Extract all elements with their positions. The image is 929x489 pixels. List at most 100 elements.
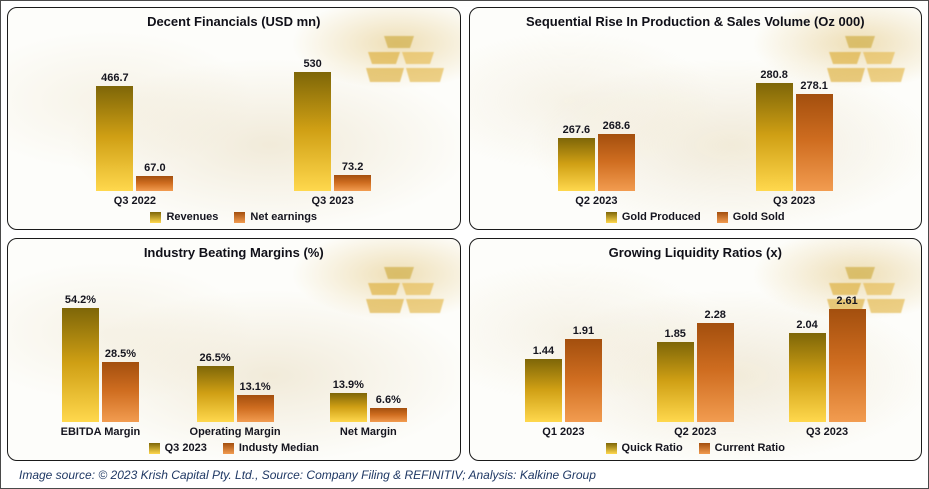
category-label: Q3 2023 — [773, 195, 816, 207]
bar-value-label: 466.7 — [101, 72, 129, 84]
bar-value-label: 73.2 — [341, 160, 364, 173]
chart-title: Sequential Rise In Production & Sales Vo… — [525, 14, 865, 29]
bar-pair: 54.2% 28.5% — [61, 294, 139, 422]
legend-swatch-icon — [234, 211, 246, 223]
bar-series-secondary — [564, 339, 602, 422]
legend-swatch-icon — [222, 442, 234, 454]
chart-title: Decent Financials (USD mn) — [147, 14, 321, 29]
bar-with-label: 26.5% — [196, 352, 234, 422]
legend-item: Current Ratio — [698, 442, 785, 454]
bar-series-secondary — [334, 174, 372, 191]
bar-pair: 26.5% 13.1% — [196, 352, 274, 422]
bar-group: 280.8 278.1 Q3 2023 — [755, 69, 833, 207]
bar-group: 2.04 2.61 Q3 2023 — [788, 295, 866, 438]
bar-with-label: 28.5% — [101, 348, 139, 422]
bar-series-primary — [788, 333, 826, 422]
bar-series-secondary — [136, 175, 174, 191]
bar-with-label: 278.1 — [795, 80, 833, 191]
bar-with-label: 1.44 — [524, 345, 562, 422]
category-label: Q3 2023 — [311, 195, 354, 207]
category-label: Q1 2023 — [542, 426, 585, 438]
legend-label: Revenues — [166, 211, 219, 223]
bar-group: 530 73.2 Q3 2023 — [294, 57, 372, 207]
category-label: Operating Margin — [189, 426, 281, 438]
chart-legend: Q3 2023 Industy Median — [18, 438, 450, 455]
bar-chart-margins: 54.2% 28.5% EBITDA Margin 26.5% 13.1% Operati… — [18, 260, 450, 438]
bar-value-label: 13.9% — [332, 378, 364, 391]
bar-with-label: 13.9% — [329, 378, 367, 422]
legend-item: Industy Median — [222, 442, 319, 454]
bar-with-label: 267.6 — [557, 124, 595, 191]
bar-pair: 267.6 268.6 — [557, 119, 635, 191]
source-caption: Image source: © 2023 Krish Capital Pty. … — [19, 467, 596, 482]
bar-with-label: 2.28 — [696, 308, 734, 422]
bar-with-label: 268.6 — [597, 119, 635, 191]
chart-title: Growing Liquidity Ratios (x) — [608, 245, 782, 260]
legend-item: Gold Sold — [716, 211, 785, 223]
bar-series-secondary — [828, 308, 866, 422]
bar-value-label: 6.6% — [375, 394, 401, 407]
chart-legend: Revenues Net earnings — [18, 207, 450, 224]
legend-item: Gold Produced — [605, 211, 701, 223]
bar-series-secondary — [597, 133, 635, 191]
category-label: Q2 2023 — [674, 426, 717, 438]
bar-value-label: 67.0 — [144, 161, 166, 174]
bar-chart-liquidity: 1.44 1.91 Q1 2023 1.85 2.28 Q2 2023 2.04 2.61 Q3… — [480, 260, 912, 438]
bar-value-label: 28.5% — [104, 348, 137, 361]
legend-item: Net earnings — [234, 211, 317, 223]
bar-value-label: 1.44 — [532, 345, 555, 358]
panel-production-sales: Sequential Rise In Production & Sales Vo… — [468, 7, 922, 230]
panel-margins: Industry Beating Margins (%) 54.2% 28.5% E… — [7, 238, 461, 461]
legend-label: Gold Sold — [732, 211, 785, 223]
bar-series-primary — [524, 359, 562, 422]
legend-swatch-icon — [698, 442, 710, 454]
bar-pair: 13.9% 6.6% — [329, 378, 407, 422]
bar-value-label: 268.6 — [602, 119, 631, 132]
bar-value-label: 530 — [303, 57, 322, 70]
bar-series-secondary — [795, 94, 833, 191]
category-label: Net Margin — [339, 426, 397, 438]
bar-value-label: 13.1% — [239, 380, 271, 393]
legend-swatch-icon — [716, 211, 728, 223]
bar-with-label: 2.04 — [788, 319, 826, 422]
bar-series-primary — [61, 308, 99, 422]
bar-value-label: 2.28 — [704, 308, 726, 321]
bar-with-label: 73.2 — [334, 160, 372, 191]
category-label: Q3 2022 — [113, 195, 156, 207]
bar-value-label: 267.6 — [562, 124, 591, 137]
panel-liquidity-ratios: Growing Liquidity Ratios (x) 1.44 1.91 Q1 … — [468, 238, 922, 461]
bar-pair: 466.7 67.0 — [96, 72, 174, 191]
bar-with-label: 54.2% — [61, 294, 99, 422]
legend-label: Quick Ratio — [621, 442, 683, 454]
bar-with-label: 280.8 — [755, 69, 793, 191]
bar-value-label: 54.2% — [64, 294, 97, 307]
legend-swatch-icon — [605, 211, 617, 223]
bar-with-label: 1.85 — [656, 328, 694, 422]
bar-group: 54.2% 28.5% EBITDA Margin — [61, 294, 141, 438]
bar-series-secondary — [369, 408, 407, 422]
bar-group: 466.7 67.0 Q3 2022 — [96, 72, 174, 207]
charts-grid: Decent Financials (USD mn) 466.7 67.0 Q3 2… — [7, 7, 922, 461]
bar-group: 1.85 2.28 Q2 2023 — [656, 308, 734, 438]
legend-item: Revenues — [150, 211, 218, 223]
bar-value-label: 1.91 — [572, 325, 595, 337]
category-label: Q3 2023 — [805, 426, 849, 438]
bar-with-label: 466.7 — [96, 72, 134, 191]
legend-label: Q3 2023 — [164, 442, 207, 454]
bar-value-label: 2.04 — [796, 319, 818, 332]
bar-chart-production-sales: 267.6 268.6 Q2 2023 280.8 278.1 Q3 2023 — [480, 29, 912, 207]
bar-series-primary — [755, 82, 793, 191]
bar-value-label: 26.5% — [199, 352, 231, 365]
legend-label: Industy Median — [238, 442, 319, 454]
bar-series-secondary — [696, 322, 734, 422]
bar-group: 267.6 268.6 Q2 2023 — [557, 119, 635, 207]
bar-series-primary — [557, 138, 595, 191]
bar-series-primary — [294, 71, 332, 191]
category-label: EBITDA Margin — [60, 426, 141, 438]
bar-group: 26.5% 13.1% Operating Margin — [190, 352, 281, 438]
bar-series-primary — [656, 341, 694, 422]
bar-with-label: 2.61 — [828, 295, 866, 422]
bar-with-label: 530 — [294, 57, 332, 191]
category-label: Q2 2023 — [575, 195, 618, 207]
